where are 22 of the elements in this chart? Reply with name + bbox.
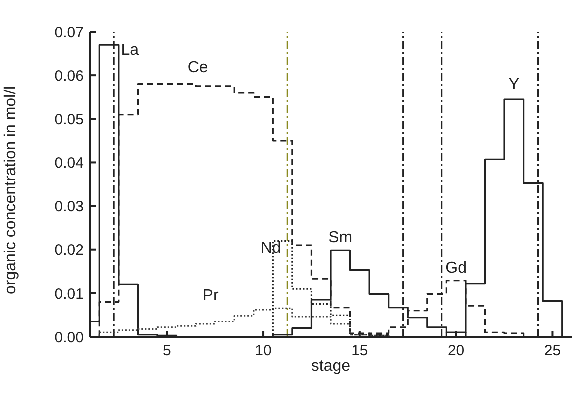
series-label: La [121, 42, 140, 60]
x-axis-title: stage [311, 358, 351, 375]
series-label: Nd [260, 240, 282, 258]
series-label: Pr [202, 288, 220, 305]
y-tick-label: 0.03 [54, 198, 84, 216]
y-tick-label: 0.07 [54, 24, 84, 42]
x-tick-label: 20 [448, 342, 465, 360]
y-tick-label: 0.01 [54, 286, 84, 303]
y-tick-label: 0.04 [54, 155, 84, 172]
x-tick-label: 25 [544, 342, 562, 360]
x-tick-label: 15 [352, 342, 368, 360]
series-label: Sm [328, 230, 353, 247]
series-label: Ce [188, 59, 208, 76]
y-tick-label: 0.06 [54, 68, 84, 85]
y-tick-label: 0.02 [54, 242, 84, 260]
y-tick-label: 0.05 [54, 111, 84, 128]
y-tick-label: 0.00 [54, 329, 84, 346]
y-axis-title: organic concentration in mol/l [2, 86, 20, 294]
series-label: Y [508, 76, 520, 94]
x-tick-label: 10 [255, 342, 272, 360]
x-tick-label: 5 [162, 342, 172, 360]
series-label: Gd [446, 260, 467, 277]
